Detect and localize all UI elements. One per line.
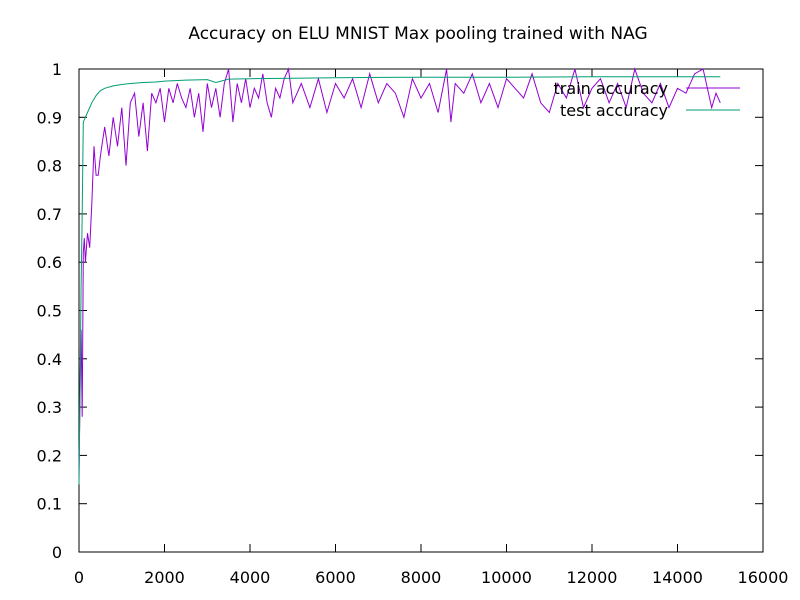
legend-label-train-accuracy: train accuracy	[553, 79, 668, 98]
y-tick-label: 0.1	[37, 495, 62, 514]
y-tick-label: 0.2	[37, 446, 62, 465]
y-tick-label: 0.8	[37, 157, 62, 176]
x-tick-label: 6000	[315, 568, 356, 587]
x-tick-label: 2000	[144, 568, 185, 587]
y-tick-label: 1	[52, 60, 62, 79]
chart-title: Accuracy on ELU MNIST Max pooling traine…	[188, 24, 647, 44]
x-tick-label: 4000	[230, 568, 271, 587]
series-group	[78, 67, 721, 485]
y-tick-label: 0.7	[37, 205, 62, 224]
x-tick-label: 14000	[652, 568, 703, 587]
y-tick-label: 0.5	[37, 302, 62, 321]
y-tick-label: 0.9	[37, 108, 62, 127]
y-tick-label: 0.4	[37, 350, 62, 369]
series-line-train-accuracy	[78, 67, 721, 475]
x-tick-label: 10000	[481, 568, 532, 587]
x-tick-label: 12000	[567, 568, 618, 587]
legend-label-test-accuracy: test accuracy	[560, 101, 668, 120]
legend: train accuracy test accuracy	[553, 79, 740, 120]
axis-ticks-group: 0 2000 4000 6000 8000 10000 12000 14000 16000 0 0.…	[37, 60, 789, 587]
y-tick-label: 0.3	[37, 398, 62, 417]
x-tick-label: 0	[74, 568, 84, 587]
series-line-test-accuracy	[78, 76, 721, 485]
x-tick-label: 16000	[738, 568, 789, 587]
y-tick-label: 0	[52, 543, 62, 562]
y-tick-label: 0.6	[37, 253, 62, 272]
x-tick-label: 8000	[401, 568, 442, 587]
